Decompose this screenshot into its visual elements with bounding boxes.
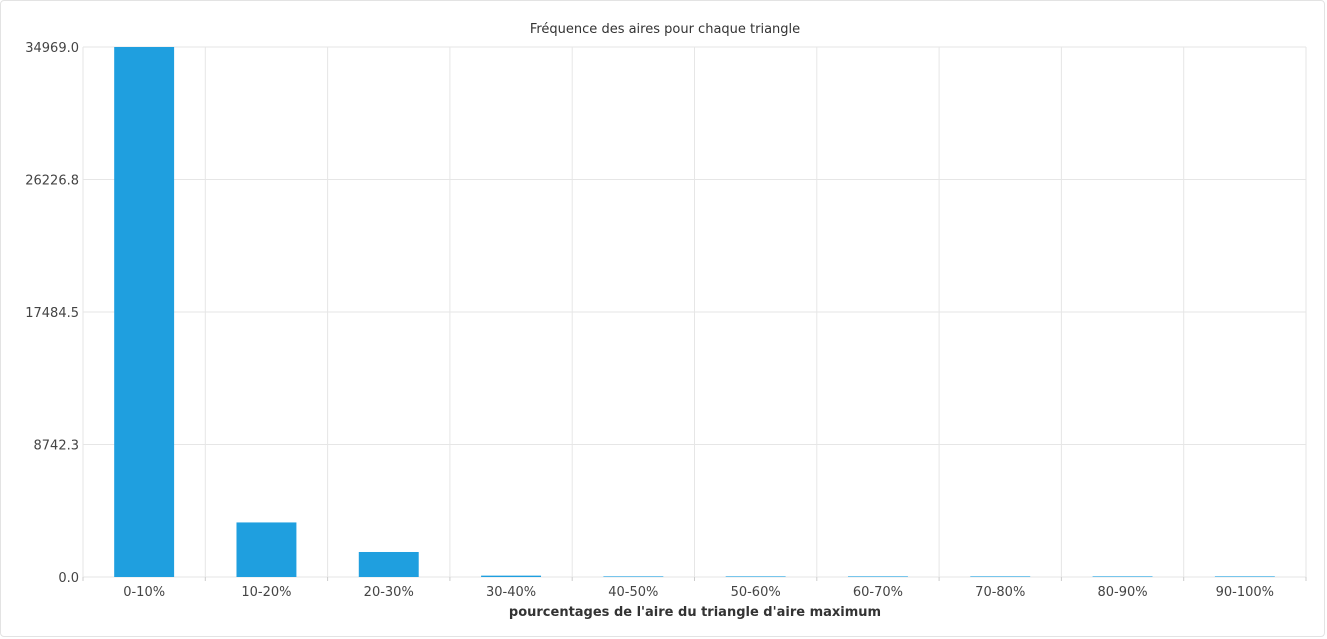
bar[interactable] [725, 576, 786, 577]
x-tick-label: 20-30% [364, 585, 414, 600]
y-tick-label: 17484.5 [25, 306, 79, 321]
bar[interactable] [236, 522, 297, 577]
x-tick-label: 90-100% [1216, 585, 1274, 600]
bar[interactable] [970, 576, 1031, 577]
bar[interactable] [603, 576, 664, 577]
bar[interactable] [358, 551, 419, 577]
x-axis-ticks: 0-10% 10-20% 20-30% 30-40% 40-50% 50-60% 60-70… [123, 585, 1274, 600]
y-tick-label: 0.0 [58, 571, 79, 586]
grid [82, 46, 1307, 581]
x-axis-title: pourcentages de l'aire du triangle d'air… [509, 605, 881, 620]
y-tick-label: 8742.3 [34, 438, 80, 453]
bars [114, 47, 1275, 577]
bar[interactable] [481, 575, 542, 577]
bar[interactable] [1092, 576, 1153, 577]
x-tick-label: 50-60% [731, 585, 781, 600]
x-tick-label: 0-10% [123, 585, 165, 600]
bar[interactable] [1214, 576, 1275, 577]
x-tick-label: 10-20% [241, 585, 291, 600]
x-tick-label: 60-70% [853, 585, 903, 600]
bar[interactable] [114, 47, 175, 577]
x-tick-label: 70-80% [975, 585, 1025, 600]
bar[interactable] [847, 576, 908, 577]
x-tick-label: 30-40% [486, 585, 536, 600]
x-tick-label: 80-90% [1097, 585, 1147, 600]
y-tick-label: 26226.8 [25, 173, 79, 188]
x-tick-label: 40-50% [608, 585, 658, 600]
chart-title: Fréquence des aires pour chaque triangle [530, 22, 800, 37]
y-axis-ticks: 0.0 8742.3 17484.5 26226.8 34969.0 [25, 41, 79, 586]
y-tick-label: 34969.0 [25, 41, 79, 56]
